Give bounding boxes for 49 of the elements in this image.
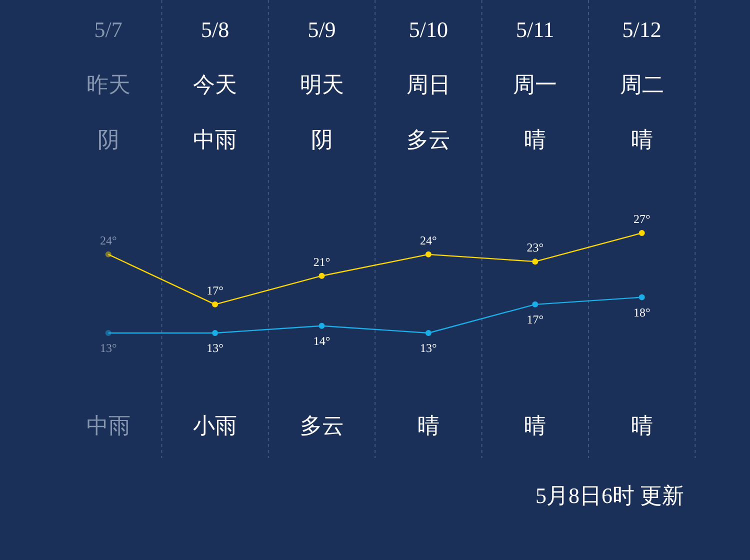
data-label: 17° (206, 283, 224, 298)
data-label: 23° (526, 240, 544, 255)
point (105, 330, 112, 336)
point (425, 330, 432, 336)
x-tick-label: 5/8 (200, 17, 230, 42)
x-tick-label: 5/10 (408, 17, 448, 42)
point (638, 230, 645, 236)
text: 中雨 (86, 414, 130, 439)
point (532, 258, 538, 265)
data-label: 24° (420, 233, 438, 248)
point (318, 272, 325, 279)
x-tick-label: 5/12 (622, 17, 662, 42)
text: 多云 (406, 128, 450, 153)
text: 昨天 (86, 73, 130, 98)
point (105, 251, 112, 258)
data-label: 13° (420, 341, 438, 355)
text: 明天 (300, 73, 344, 98)
text: 多云 (300, 414, 344, 439)
text: 5月8日6时 更新 (536, 483, 684, 508)
data-label: 14° (313, 334, 330, 348)
text: 周日 (406, 73, 450, 98)
text: 阴 (97, 128, 120, 153)
text: 阴 (310, 128, 333, 153)
text: 晴 (524, 414, 546, 439)
x-tick-label: 5/9 (308, 17, 336, 42)
point (425, 251, 432, 258)
x-tick-label: 5/7 (94, 17, 122, 42)
text: 晴 (630, 128, 653, 153)
point (638, 294, 645, 300)
data-label: 17° (526, 312, 544, 326)
text: 中雨 (193, 128, 238, 153)
point (212, 330, 218, 336)
point (212, 301, 218, 308)
text: 晴 (417, 414, 440, 439)
data-label: 21° (313, 254, 330, 269)
data-label: 13° (100, 341, 117, 355)
x-tick-label: 5/11 (516, 17, 554, 42)
text: 小雨 (193, 414, 238, 439)
data-label: 24° (100, 233, 117, 248)
point (532, 301, 538, 308)
text: 周一 (513, 73, 558, 98)
text: 晴 (630, 414, 653, 439)
text: 晴 (524, 128, 546, 153)
data-label: 27° (633, 212, 650, 226)
data-label: 13° (206, 341, 224, 355)
text: 今天 (193, 73, 238, 98)
text: 周二 (620, 73, 664, 98)
point (318, 322, 325, 329)
data-label: 18° (633, 305, 650, 320)
